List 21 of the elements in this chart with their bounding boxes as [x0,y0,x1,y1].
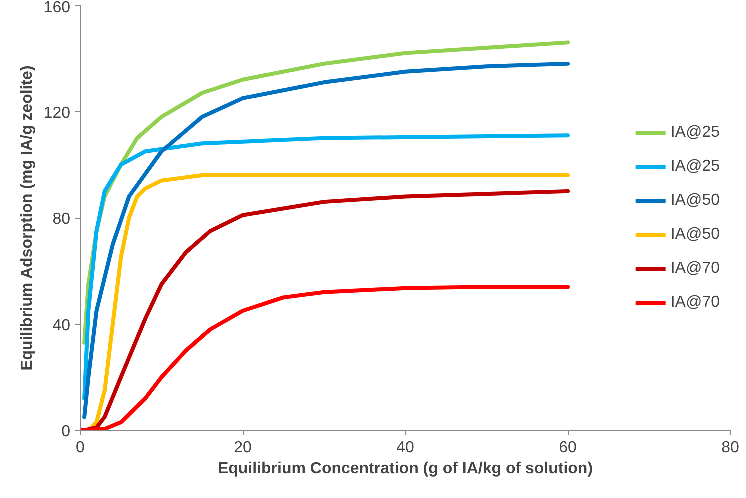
legend-label: IA@50 [670,192,720,210]
x-tick-label: 60 [559,440,577,456]
legend-label: IA@50 [670,226,720,244]
line-series [82,134,570,401]
line-series [80,285,570,430]
y-tick-label: 160 [44,0,71,16]
y-axis-title: Equilibrium Adsorption (mg IA/g zeolite) [18,66,36,371]
x-tick-label: 40 [396,440,414,456]
legend-label: IA@70 [670,294,720,312]
legend-label: IA@70 [670,260,720,278]
x-tick-label: 20 [234,440,252,456]
y-tick-label: 120 [44,104,71,122]
legend-label: IA@25 [670,158,720,176]
y-tick-label: 80 [52,211,71,228]
x-tick-label: 80 [722,440,740,456]
x-axis-title: Equilibrium Concentration (g of IA/kg of solution) [218,460,594,478]
x-tick-label: 0 [76,440,86,456]
y-tick-label: 0 [62,424,71,440]
legend-label: IA@25 [670,124,720,142]
y-tick-label: 40 [52,317,71,334]
line-series [82,62,570,420]
